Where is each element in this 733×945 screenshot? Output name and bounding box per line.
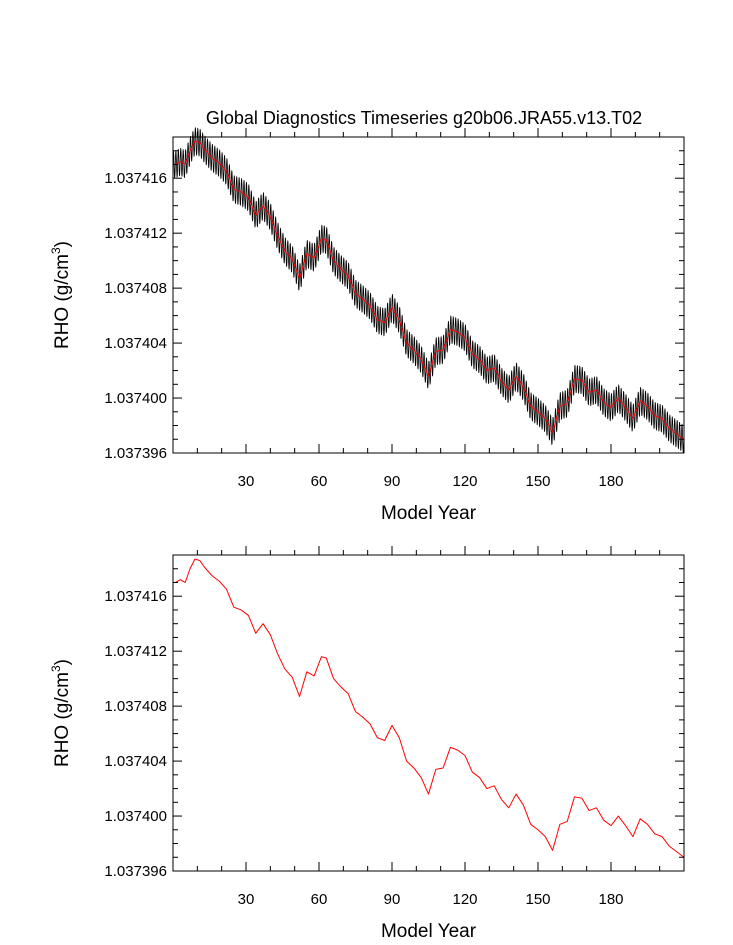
x-tick-label: 90	[384, 473, 401, 490]
y-axis-title-superscript: 3	[49, 665, 63, 672]
y-axis-title: RHO (g/cm3)	[49, 241, 73, 349]
top-chart-panel: 30 60 90 120 150 180 1.037396 1.037400 1.037404 1…	[49, 127, 685, 524]
plot-frame	[172, 554, 685, 872]
y-tick-label: 1.037408	[104, 698, 167, 715]
y-tick-label: 1.037396	[104, 863, 167, 880]
x-tick-label: 120	[452, 891, 477, 908]
y-tick-label: 1.037408	[104, 280, 167, 297]
y-tick-label: 1.037396	[104, 445, 167, 462]
y-tick-label: 1.037404	[104, 335, 167, 352]
y-tick-label: 1.037404	[104, 753, 167, 770]
y-axis-title-superscript: 3	[49, 247, 63, 254]
figure-title: Global Diagnostics Timeseries g20b06.JRA…	[206, 108, 642, 128]
x-tick-label: 60	[311, 891, 328, 908]
y-axis-title-main: RHO (g/cm	[52, 672, 73, 767]
plot-frame	[172, 136, 685, 454]
y-axis-title-suffix: )	[52, 659, 73, 665]
x-tick-label: 30	[238, 891, 255, 908]
x-tick-label: 150	[525, 473, 550, 490]
x-tick-label: 180	[598, 473, 623, 490]
y-axis-title-suffix: )	[52, 241, 73, 247]
y-axis-title: RHO (g/cm3)	[49, 659, 73, 767]
x-tick-label: 90	[384, 891, 401, 908]
x-tick-label: 120	[452, 473, 477, 490]
x-axis-title: Model Year	[381, 503, 477, 524]
x-tick-label: 30	[238, 473, 255, 490]
y-tick-label: 1.037416	[104, 170, 167, 187]
x-tick-label: 180	[598, 891, 623, 908]
y-tick-label: 1.037412	[104, 225, 167, 242]
x-axis-title: Model Year	[381, 921, 477, 942]
bottom-chart-panel: 30 60 90 120 150 180 1.037396 1.037400 1.037404 1…	[49, 546, 685, 942]
x-tick-label: 60	[311, 473, 328, 490]
y-tick-label: 1.037400	[104, 390, 167, 407]
y-tick-label: 1.037400	[104, 808, 167, 825]
y-tick-label: 1.037416	[104, 588, 167, 605]
y-tick-label: 1.037412	[104, 643, 167, 660]
y-axis-title-main: RHO (g/cm	[52, 254, 73, 349]
annual-mean-series-line	[175, 140, 685, 440]
annual-mean-series-line	[175, 558, 685, 858]
monthly-series-line	[172, 127, 685, 453]
x-tick-label: 150	[525, 891, 550, 908]
